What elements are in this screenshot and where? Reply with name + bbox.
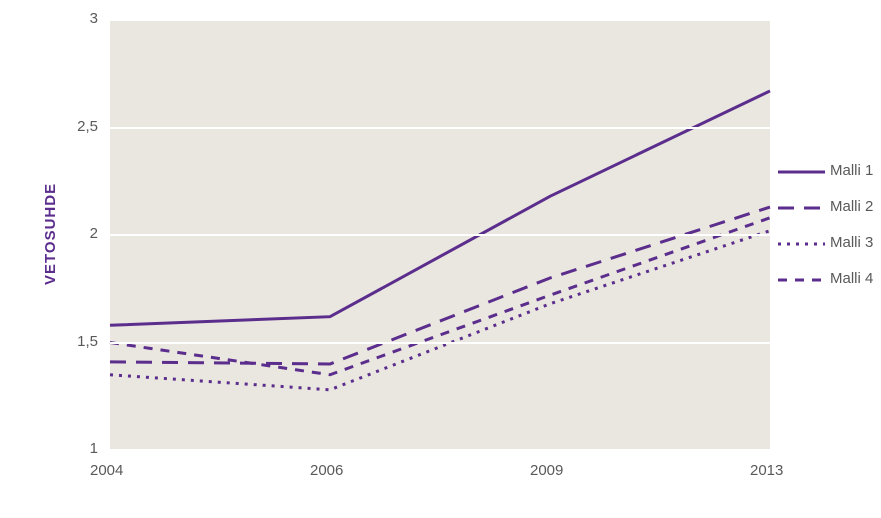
grid-line [110,127,770,129]
series-line-3 [110,231,770,390]
grid-line [110,449,770,451]
x-tick-label: 2004 [90,462,123,479]
chart-root: { "chart": { "type": "line", "plot": { "… [0,0,881,518]
y-tick-label: 1 [90,440,98,457]
legend-label-4: Malli 4 [830,270,873,287]
legend-label-3: Malli 3 [830,234,873,251]
y-tick-label: 1,5 [77,333,98,350]
x-tick-label: 2013 [750,462,783,479]
chart-svg [0,0,881,518]
legend-label-2: Malli 2 [830,198,873,215]
x-tick-label: 2009 [530,462,563,479]
series-line-2 [110,207,770,364]
y-tick-label: 3 [90,10,98,27]
y-tick-label: 2,5 [77,118,98,135]
series-line-4 [110,218,770,375]
grid-line [110,19,770,21]
legend-label-1: Malli 1 [830,162,873,179]
x-tick-label: 2006 [310,462,343,479]
grid-line [110,342,770,344]
grid-line [110,234,770,236]
y-tick-label: 2 [90,225,98,242]
